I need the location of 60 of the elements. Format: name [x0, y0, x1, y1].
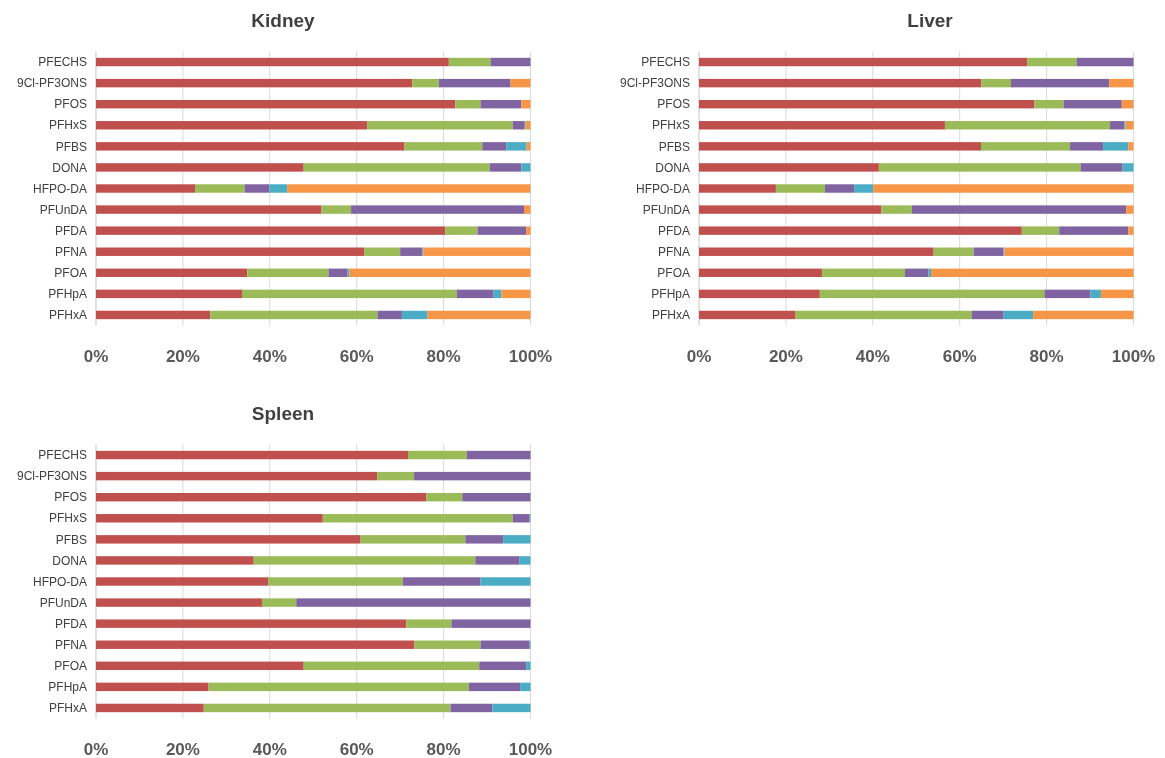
chart-title: Spleen: [251, 403, 315, 424]
y-tick-label: PFECHS: [38, 448, 87, 463]
x-tick-label: 100%: [508, 739, 553, 758]
y-tick-label: DONA: [52, 553, 87, 568]
y-tick-label: PFHxA: [48, 701, 87, 716]
x-tick-label: 40%: [252, 346, 287, 366]
x-tick-label: 40%: [855, 346, 890, 366]
y-tick-label: PFHpA: [651, 287, 690, 302]
y-tick-label: HFPO-DA: [33, 181, 87, 196]
y-tick-label: PFDA: [54, 223, 87, 238]
y-tick-label: PFDA: [54, 616, 87, 631]
y-tick-label: PFUnDA: [39, 595, 87, 610]
x-tick-label: 0%: [83, 739, 109, 758]
y-tick-label: PFOS: [54, 490, 87, 505]
x-tick-label: 60%: [942, 346, 977, 366]
y-tick-label: 9Cl-PF3ONS: [16, 469, 87, 484]
x-tick-label: 100%: [1111, 346, 1156, 366]
x-tick-label: 60%: [339, 739, 374, 758]
y-tick-label: PFOS: [657, 97, 690, 112]
y-tick-label: DONA: [52, 160, 87, 175]
y-tick-label: PFOA: [657, 266, 690, 281]
y-tick-label: 9Cl-PF3ONS: [16, 76, 87, 91]
y-tick-label: PFHxS: [651, 118, 690, 133]
y-tick-label: PFNA: [54, 637, 87, 652]
y-tick-label: PFHpA: [48, 287, 87, 302]
x-tick-label: 40%: [252, 739, 287, 758]
y-tick-label: PFDA: [657, 223, 690, 238]
x-tick-label: 0%: [686, 346, 712, 366]
y-tick-label: PFHpA: [48, 680, 87, 695]
y-tick-label: PFUnDA: [642, 202, 690, 217]
y-tick-label: PFHxS: [48, 511, 87, 526]
y-tick-label: PFBS: [55, 532, 87, 547]
y-tick-label: PFOS: [54, 97, 87, 112]
y-tick-label: PFECHS: [641, 55, 690, 70]
y-tick-label: PFBS: [658, 139, 690, 154]
chart-title: Kidney: [251, 10, 316, 31]
y-tick-label: DONA: [655, 160, 690, 175]
y-tick-label: PFOA: [54, 659, 87, 674]
y-tick-label: PFBS: [55, 139, 87, 154]
x-tick-label: 80%: [1029, 346, 1064, 366]
y-tick-label: PFECHS: [38, 55, 87, 70]
y-tick-label: PFHxS: [48, 118, 87, 133]
y-tick-label: PFNA: [54, 244, 87, 259]
y-tick-label: PFHxA: [48, 308, 87, 323]
y-tick-label: PFOA: [54, 266, 87, 281]
y-tick-label: HFPO-DA: [636, 181, 690, 196]
y-tick-label: PFUnDA: [39, 202, 87, 217]
x-tick-label: 0%: [83, 346, 109, 366]
x-tick-label: 20%: [165, 739, 200, 758]
x-tick-label: 80%: [426, 346, 461, 366]
y-tick-label: PFNA: [657, 244, 690, 259]
x-tick-label: 80%: [426, 739, 461, 758]
x-tick-label: 100%: [508, 346, 553, 366]
x-tick-label: 20%: [165, 346, 200, 366]
y-tick-label: HFPO-DA: [33, 574, 87, 589]
y-tick-label: PFHxA: [651, 308, 690, 323]
chart-title: Liver: [907, 10, 954, 31]
x-tick-label: 60%: [339, 346, 374, 366]
y-tick-label: 9Cl-PF3ONS: [619, 76, 690, 91]
x-tick-label: 20%: [768, 346, 803, 366]
